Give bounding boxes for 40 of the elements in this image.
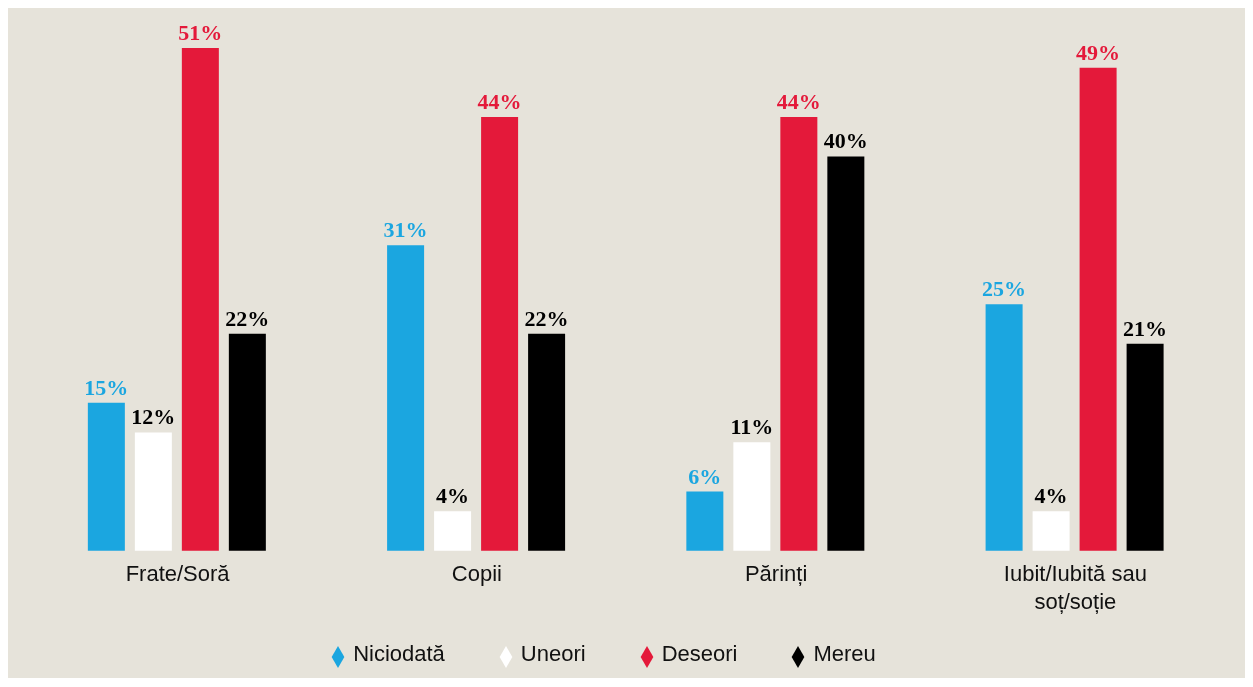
data-label: 15% (84, 374, 129, 400)
bar (181, 48, 219, 551)
data-label: 6% (688, 463, 722, 489)
legend-label: Mereu (813, 640, 876, 666)
data-label: 44% (776, 88, 821, 114)
bar (228, 333, 266, 551)
bar (686, 491, 724, 551)
bar (387, 245, 425, 551)
bar (481, 116, 519, 551)
data-label: 11% (730, 414, 774, 440)
x-tick-label: Părinți (744, 560, 808, 586)
data-label: 40% (823, 128, 868, 154)
legend-label: Uneori (520, 640, 586, 666)
data-label: 51% (178, 20, 223, 45)
x-tick-label: Frate/Soră (125, 560, 231, 586)
legend-label: Niciodată (353, 640, 445, 666)
data-label: 22% (225, 305, 270, 331)
x-tick-label: Copii (451, 560, 502, 586)
bar (1126, 343, 1164, 551)
data-label: 4% (1034, 483, 1068, 509)
bar (780, 116, 818, 551)
data-label: 22% (524, 305, 569, 331)
x-tick-label: Iubit/Iubită sau soț/soție (1003, 560, 1147, 614)
data-label: 25% (982, 276, 1027, 302)
bar (1032, 511, 1070, 551)
bar (1079, 67, 1117, 551)
bar (528, 333, 566, 551)
data-label: 49% (1076, 39, 1121, 65)
data-label: 21% (1123, 315, 1168, 341)
data-label: 44% (477, 88, 522, 114)
bar (87, 402, 125, 551)
data-label: 4% (436, 483, 470, 509)
legend-label: Deseori (661, 640, 738, 666)
bar (827, 156, 865, 551)
bar (434, 511, 472, 551)
bar (985, 304, 1023, 551)
data-label: 12% (131, 404, 176, 430)
data-label: 31% (383, 217, 428, 243)
bar (733, 442, 771, 551)
bar (134, 432, 172, 551)
